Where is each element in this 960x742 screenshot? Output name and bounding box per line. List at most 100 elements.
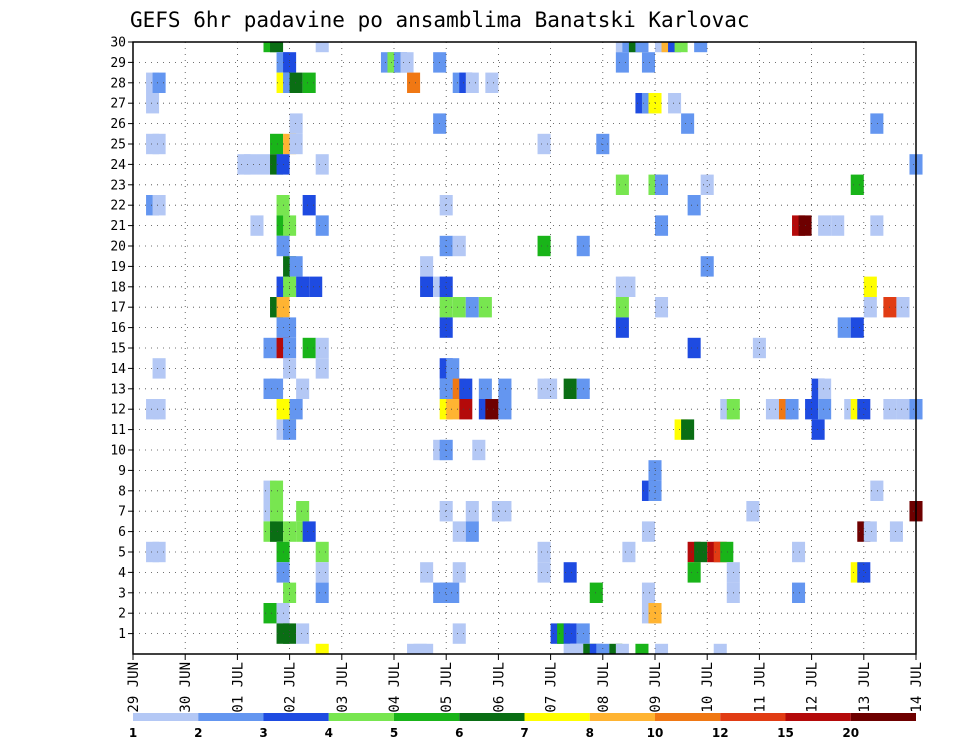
precip-cell xyxy=(837,317,851,338)
y-tick-label: 15 xyxy=(110,342,126,357)
x-tick-label: 06 JUL xyxy=(491,662,507,713)
precip-cell xyxy=(863,297,877,318)
precip-cell xyxy=(498,399,512,420)
x-tick-label: 13 JUL xyxy=(857,662,873,713)
precip-cell xyxy=(289,72,303,93)
y-tick-label: 19 xyxy=(110,260,126,275)
precip-cell xyxy=(863,276,877,297)
precip-cell xyxy=(570,643,584,654)
precip-cell xyxy=(452,623,466,644)
precip-cell xyxy=(315,643,329,654)
precip-cell xyxy=(296,276,310,297)
precip-cell xyxy=(674,42,688,53)
x-tick-label: 12 JUL xyxy=(805,662,821,713)
precip-cell xyxy=(452,521,466,542)
precip-cell xyxy=(289,399,303,420)
precip-cell xyxy=(857,399,871,420)
colorbar-swatch xyxy=(133,713,199,721)
precip-cell xyxy=(315,215,329,236)
precip-cell xyxy=(420,562,434,583)
x-tick-label: 01 JUL xyxy=(230,662,246,713)
colorbar-label: 20 xyxy=(842,726,859,740)
y-tick-label: 13 xyxy=(110,382,126,397)
heatmap-cells xyxy=(146,42,923,654)
precip-cell xyxy=(472,439,486,461)
precip-cell xyxy=(850,317,864,338)
precip-cell xyxy=(302,195,316,216)
precip-cell xyxy=(537,562,551,583)
precip-cell xyxy=(152,358,166,379)
precip-cell xyxy=(563,378,577,399)
precip-cell xyxy=(146,93,160,114)
precip-cell xyxy=(668,42,682,53)
precip-cell xyxy=(263,603,277,624)
precip-cell xyxy=(615,317,629,338)
precip-cell xyxy=(485,72,499,93)
precip-cell xyxy=(270,378,284,399)
y-tick-label: 1 xyxy=(118,627,126,642)
y-tick-label: 3 xyxy=(118,586,126,601)
precip-cell xyxy=(315,562,329,583)
y-tick-label: 24 xyxy=(110,158,126,173)
precip-cell xyxy=(655,643,669,654)
precip-cell xyxy=(289,113,303,134)
x-tick-label: 04 JUL xyxy=(387,662,403,713)
precip-cell xyxy=(681,419,695,440)
precip-cell xyxy=(863,521,877,542)
precip-cell xyxy=(302,72,316,93)
precip-cell xyxy=(152,399,166,420)
y-tick-label: 30 xyxy=(110,36,126,51)
y-tick-label: 27 xyxy=(110,97,126,112)
y-tick-label: 11 xyxy=(110,423,126,438)
y-tick-label: 14 xyxy=(110,362,126,377)
precip-cell xyxy=(420,643,434,654)
precip-cell xyxy=(641,582,655,603)
colorbar-label: 15 xyxy=(777,726,794,740)
precip-cell xyxy=(315,582,329,603)
precip-cell xyxy=(315,42,329,53)
colorbar-label: 4 xyxy=(325,726,333,740)
y-tick-label: 23 xyxy=(110,178,126,193)
precip-cell xyxy=(537,235,551,257)
precip-cell xyxy=(622,541,636,563)
colorbar-label: 2 xyxy=(194,726,202,740)
precip-cell xyxy=(615,643,629,654)
colorbar-swatch xyxy=(785,713,851,721)
precip-cell xyxy=(452,235,466,257)
precip-cell xyxy=(857,562,871,583)
colorbar-label: 7 xyxy=(520,726,528,740)
precip-cell xyxy=(896,297,910,318)
precip-cell xyxy=(243,154,257,175)
y-tick-label: 28 xyxy=(110,76,126,91)
x-axis: 29 JUN 30 JUN 01 JUL 02 JUL 03 JUL 04 JUL 05 J… xyxy=(126,654,925,713)
precip-cell xyxy=(407,643,421,654)
precip-cell xyxy=(478,297,492,318)
precip-cell xyxy=(439,297,453,318)
colorbar-swatch xyxy=(328,713,394,721)
x-tick-label: 30 JUN xyxy=(178,662,194,713)
chart-title: GEFS 6hr padavine po ansamblima Banatski… xyxy=(130,8,750,32)
x-tick-label: 05 JUL xyxy=(439,662,455,713)
precip-cell xyxy=(152,541,166,563)
grid-lines xyxy=(133,42,916,654)
precip-cell xyxy=(694,541,708,563)
precip-cell xyxy=(315,154,329,175)
y-axis: 1234567891011121314151617181920212223242… xyxy=(110,36,133,642)
precip-cell xyxy=(498,501,512,522)
precip-cell xyxy=(459,378,473,399)
y-tick-label: 2 xyxy=(118,607,126,622)
precip-cell xyxy=(485,399,499,420)
precip-cell xyxy=(400,52,414,73)
precip-cell xyxy=(420,276,434,297)
precip-cell xyxy=(270,133,284,155)
x-tick-label: 08 JUL xyxy=(596,662,612,713)
x-tick-label: 10 JUL xyxy=(700,662,716,713)
precip-cell xyxy=(818,215,832,236)
y-tick-label: 4 xyxy=(118,566,126,581)
precip-cell xyxy=(420,256,434,277)
precip-cell xyxy=(687,195,701,216)
precip-cell xyxy=(792,541,806,563)
precip-cell xyxy=(792,582,806,603)
precip-cell xyxy=(641,52,655,73)
